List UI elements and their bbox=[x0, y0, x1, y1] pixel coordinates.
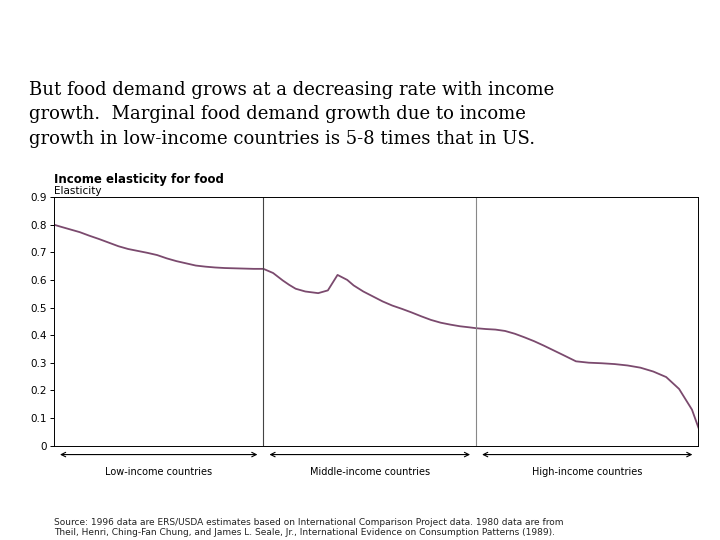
Text: Source: 1996 data are ERS/USDA estimates based on International Comparison Proje: Source: 1996 data are ERS/USDA estimates… bbox=[54, 518, 564, 537]
Text: But food demand grows at a decreasing rate with income
growth.  Marginal food de: But food demand grows at a decreasing ra… bbox=[29, 81, 554, 147]
Text: High-income countries: High-income countries bbox=[532, 467, 642, 477]
Text: Cornell University: Cornell University bbox=[112, 31, 266, 49]
Text: Middle-income countries: Middle-income countries bbox=[310, 467, 430, 477]
Text: Income elasticity for food: Income elasticity for food bbox=[54, 173, 224, 186]
Text: Demand Drivers: Demand Drivers bbox=[451, 26, 702, 53]
Text: Elasticity: Elasticity bbox=[54, 186, 102, 197]
Text: Low-income countries: Low-income countries bbox=[105, 467, 212, 477]
